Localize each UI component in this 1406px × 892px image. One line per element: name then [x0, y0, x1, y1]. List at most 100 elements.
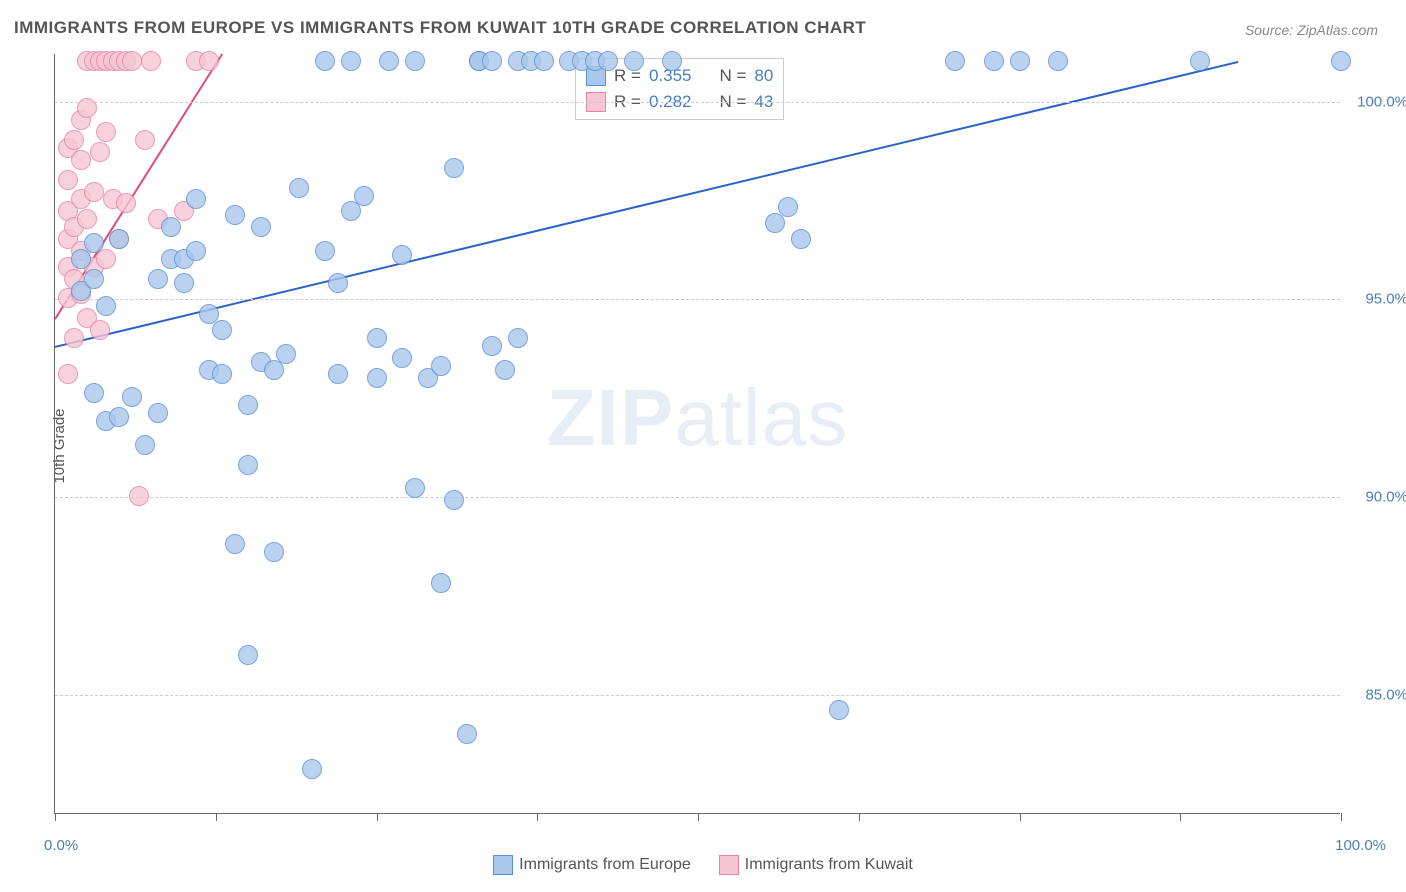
scatter-point-europe: [109, 229, 129, 249]
scatter-point-europe: [148, 403, 168, 423]
scatter-point-kuwait: [58, 364, 78, 384]
gridline-horizontal: [55, 497, 1340, 498]
scatter-point-europe: [264, 360, 284, 380]
scatter-point-europe: [186, 189, 206, 209]
source-label: Source:: [1245, 22, 1297, 38]
scatter-point-kuwait: [77, 209, 97, 229]
scatter-point-europe: [135, 435, 155, 455]
x-tick: [698, 813, 699, 821]
scatter-point-europe: [791, 229, 811, 249]
scatter-point-europe: [444, 158, 464, 178]
x-tick: [1341, 813, 1342, 821]
scatter-point-kuwait: [96, 249, 116, 269]
x-tick: [859, 813, 860, 821]
scatter-point-europe: [662, 51, 682, 71]
bottom-legend-label: Immigrants from Kuwait: [745, 856, 913, 874]
scatter-point-europe: [84, 383, 104, 403]
legend-n-label: N =: [719, 63, 746, 89]
y-tick-label: 85.0%: [1348, 687, 1406, 704]
gridline-horizontal: [55, 299, 1340, 300]
scatter-point-europe: [84, 233, 104, 253]
scatter-point-europe: [405, 51, 425, 71]
scatter-point-europe: [1190, 51, 1210, 71]
gridline-horizontal: [55, 102, 1340, 103]
bottom-legend-swatch: [493, 855, 513, 875]
scatter-point-europe: [289, 178, 309, 198]
scatter-point-europe: [1331, 51, 1351, 71]
scatter-point-kuwait: [77, 98, 97, 118]
source-name: ZipAtlas.com: [1297, 22, 1378, 38]
scatter-point-kuwait: [141, 51, 161, 71]
scatter-point-europe: [367, 368, 387, 388]
scatter-point-kuwait: [199, 51, 219, 71]
scatter-point-kuwait: [135, 130, 155, 150]
source-attribution: Source: ZipAtlas.com: [1245, 22, 1378, 38]
scatter-point-europe: [534, 51, 554, 71]
scatter-point-europe: [341, 201, 361, 221]
scatter-point-europe: [1048, 51, 1068, 71]
plot-area: ZIPatlas R = 0.355N = 80R = 0.282N = 43 …: [54, 54, 1340, 814]
scatter-point-europe: [431, 356, 451, 376]
scatter-point-europe: [379, 51, 399, 71]
bottom-legend: Immigrants from Europe Immigrants from Ku…: [0, 855, 1406, 880]
scatter-point-europe: [1010, 51, 1030, 71]
scatter-point-europe: [315, 51, 335, 71]
y-tick-label: 100.0%: [1348, 93, 1406, 110]
gridline-horizontal: [55, 695, 1340, 696]
scatter-point-kuwait: [129, 486, 149, 506]
scatter-point-europe: [829, 700, 849, 720]
x-tick: [55, 813, 56, 821]
scatter-point-europe: [341, 51, 361, 71]
scatter-point-europe: [444, 490, 464, 510]
scatter-point-europe: [174, 273, 194, 293]
scatter-point-europe: [495, 360, 515, 380]
x-tick: [537, 813, 538, 821]
scatter-point-europe: [212, 320, 232, 340]
scatter-point-europe: [161, 217, 181, 237]
bottom-legend-label: Immigrants from Europe: [519, 856, 691, 874]
scatter-point-europe: [264, 542, 284, 562]
x-axis-min-label: 0.0%: [44, 837, 78, 854]
scatter-point-europe: [457, 724, 477, 744]
scatter-point-kuwait: [90, 142, 110, 162]
scatter-point-kuwait: [71, 150, 91, 170]
scatter-point-europe: [328, 364, 348, 384]
scatter-point-europe: [96, 296, 116, 316]
scatter-point-kuwait: [64, 328, 84, 348]
scatter-point-europe: [508, 328, 528, 348]
scatter-point-europe: [482, 336, 502, 356]
y-tick-label: 90.0%: [1348, 489, 1406, 506]
scatter-point-kuwait: [122, 51, 142, 71]
bottom-legend-swatch: [719, 855, 739, 875]
x-tick: [1020, 813, 1021, 821]
scatter-point-kuwait: [116, 193, 136, 213]
x-tick: [377, 813, 378, 821]
scatter-point-europe: [148, 269, 168, 289]
scatter-point-europe: [392, 348, 412, 368]
scatter-point-europe: [778, 197, 798, 217]
scatter-point-europe: [354, 186, 374, 206]
scatter-point-europe: [212, 364, 232, 384]
scatter-point-europe: [624, 51, 644, 71]
scatter-point-europe: [945, 51, 965, 71]
scatter-point-europe: [984, 51, 1004, 71]
scatter-point-europe: [238, 455, 258, 475]
scatter-point-europe: [431, 573, 451, 593]
scatter-point-europe: [367, 328, 387, 348]
x-tick: [216, 813, 217, 821]
chart-title: IMMIGRANTS FROM EUROPE VS IMMIGRANTS FRO…: [14, 18, 866, 38]
scatter-point-europe: [84, 269, 104, 289]
trendlines-svg: [55, 54, 1340, 813]
scatter-point-europe: [251, 217, 271, 237]
scatter-point-europe: [482, 51, 502, 71]
scatter-point-kuwait: [96, 122, 116, 142]
legend-n-value: 80: [754, 63, 773, 89]
scatter-point-europe: [71, 249, 91, 269]
bottom-legend-item-europe: Immigrants from Europe: [493, 855, 691, 875]
scatter-point-europe: [276, 344, 296, 364]
scatter-point-kuwait: [64, 130, 84, 150]
x-tick: [1180, 813, 1181, 821]
scatter-point-europe: [238, 645, 258, 665]
y-tick-label: 95.0%: [1348, 291, 1406, 308]
scatter-point-europe: [765, 213, 785, 233]
